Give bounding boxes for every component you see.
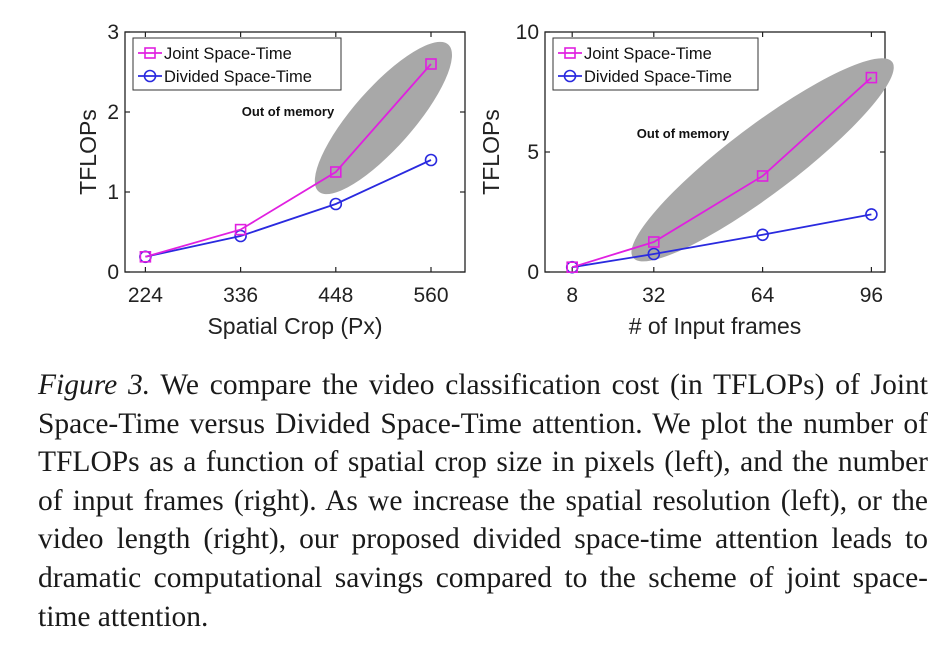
chart1-legend-label: Joint Space-Time: [164, 45, 292, 63]
chart2-point-divided: [647, 247, 661, 261]
figure-caption: Figure 3. We compare the video classific…: [38, 366, 928, 636]
chart1-ytick-label: 2: [107, 101, 119, 124]
chart2-xtick-label: 96: [860, 284, 883, 307]
chart1-point-joint: [139, 251, 152, 263]
chart1-ytick-label: 1: [107, 181, 119, 204]
chart1-annotation: Out of memory: [242, 104, 335, 119]
chart2-legend-marker-square: [564, 47, 576, 59]
chart2-ytick-label: 0: [527, 261, 539, 284]
chart2-legend-box: [552, 37, 759, 91]
chart1-y-axis-label: TFLOPs: [75, 109, 101, 195]
chart2-xtick-label: 32: [642, 284, 665, 307]
chart1-legend-box: [132, 37, 342, 91]
chart2-legend-marker-circle: [563, 69, 577, 83]
figure: 0 1 2 3 224 336 448 560 Spatial Crop (Px) TFLOPs O…: [75, 21, 894, 339]
chart2-point-joint: [566, 261, 579, 274]
chart1-legend-label: Divided Space-Time: [164, 68, 312, 86]
chart1-x-axis-label: Spatial Crop (Px): [207, 313, 382, 339]
chart2-point-divided: [865, 208, 878, 221]
chart2-xtick-label: 64: [751, 284, 775, 307]
chart1-point-joint: [329, 166, 342, 178]
chart2-point-divided: [756, 228, 769, 242]
chart1-series-line-divided: [145, 159, 432, 258]
chart2-x-axis-label: # of Input frames: [629, 313, 802, 339]
chart1-ytick-label: 0: [107, 261, 119, 284]
chart2-point-joint: [865, 71, 878, 84]
chart2-out-of-memory-region: [631, 58, 894, 262]
chart1-ytick-label: 3: [107, 21, 119, 44]
chart1-series-line-joint: [145, 63, 432, 258]
chart1-point-joint: [425, 58, 437, 70]
chart2-series-line-joint: [571, 76, 873, 269]
chart1-point-divided: [424, 153, 438, 167]
chart1-legend-marker-square: [144, 47, 156, 59]
chart1-xtick-label: 448: [318, 284, 353, 307]
chart2-series-line-divided: [572, 213, 872, 269]
caption-label: Figure 3.: [38, 369, 151, 401]
chart1-axes-box: [124, 31, 466, 273]
chart2-ytick-label: 5: [527, 141, 539, 164]
chart2-ytick-label: 10: [516, 21, 539, 44]
chart2-y-axis-label: TFLOPs: [478, 109, 504, 195]
chart2-point-joint: [647, 236, 660, 248]
chart1-point-divided: [329, 197, 343, 211]
chart2-xtick-label: 8: [566, 284, 578, 307]
chart2-point-joint: [756, 170, 769, 182]
chart1-xtick-label: 560: [413, 284, 448, 307]
caption-text: We compare the video classification cost…: [38, 369, 928, 633]
chart2-legend-label: Divided Space-Time: [584, 68, 732, 86]
chart1-point-joint: [234, 223, 247, 236]
chart1-xtick-label: 224: [128, 284, 163, 307]
chart2-legend-label: Joint Space-Time: [584, 45, 712, 63]
chart1-legend-marker-circle: [143, 69, 157, 83]
chart2-annotation: Out of memory: [637, 126, 730, 141]
chart1-xtick-label: 336: [223, 284, 258, 307]
